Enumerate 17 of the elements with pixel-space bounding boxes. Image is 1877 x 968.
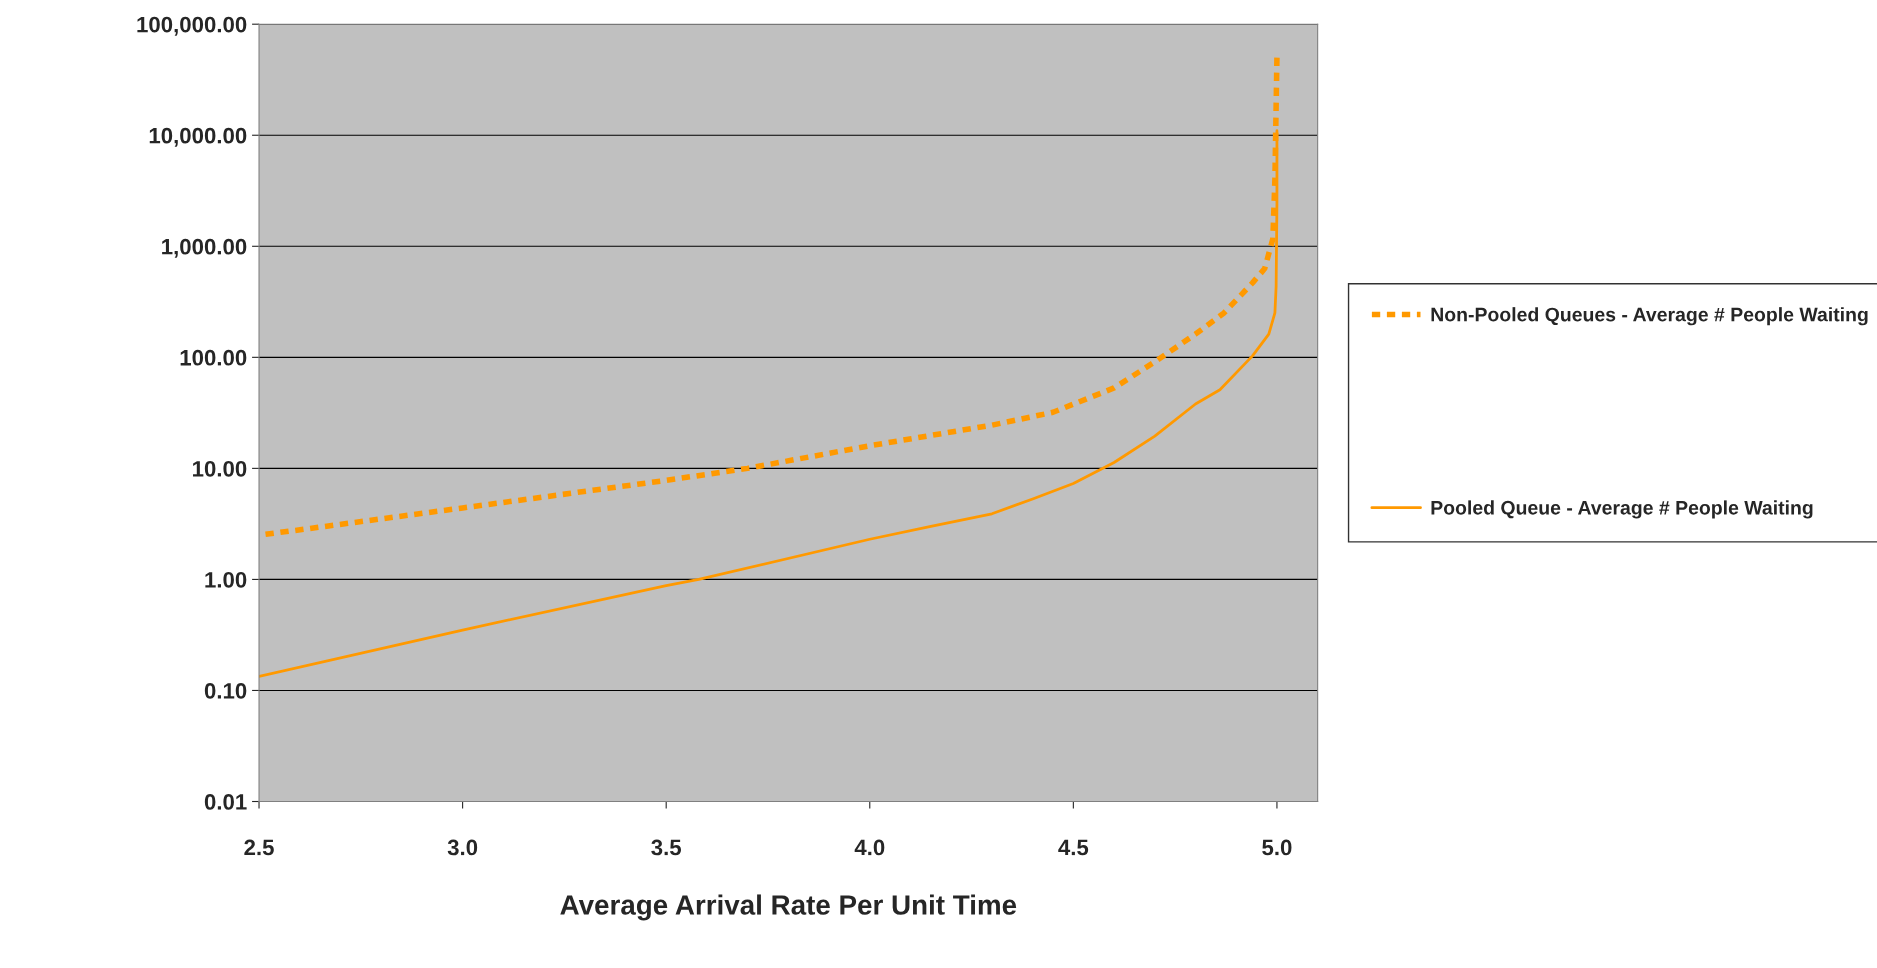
x-tick-label: 2.5 [244,839,274,856]
y-tick-label: 100.00 [180,349,247,366]
y-tick-label: 100,000.00 [137,16,247,36]
y-tick-label: 0.01 [204,794,247,810]
x-tick-label: 4.5 [1058,839,1089,856]
y-tick-label: 10.00 [193,460,247,477]
x-tick-label: 4.0 [854,839,885,856]
y-tick-label: 10,000.00 [149,127,247,147]
y-tick-label: 0.10 [204,683,247,699]
y-tick-label: 1,000.00 [162,238,247,258]
y-tick-label: 1.00 [205,571,247,588]
x-tick-label: 5.0 [1262,839,1292,856]
x-tick-label: 3.0 [447,839,478,856]
legend-label: Non-Pooled Queues - Average # People Waiting [1431,307,1868,326]
x-tick-label: 3.5 [651,839,682,856]
x-axis-title: Average Arrival Rate Per Unit Time [560,894,1017,921]
legend-label: Pooled Queue - Average # People Waiting [1431,500,1813,519]
